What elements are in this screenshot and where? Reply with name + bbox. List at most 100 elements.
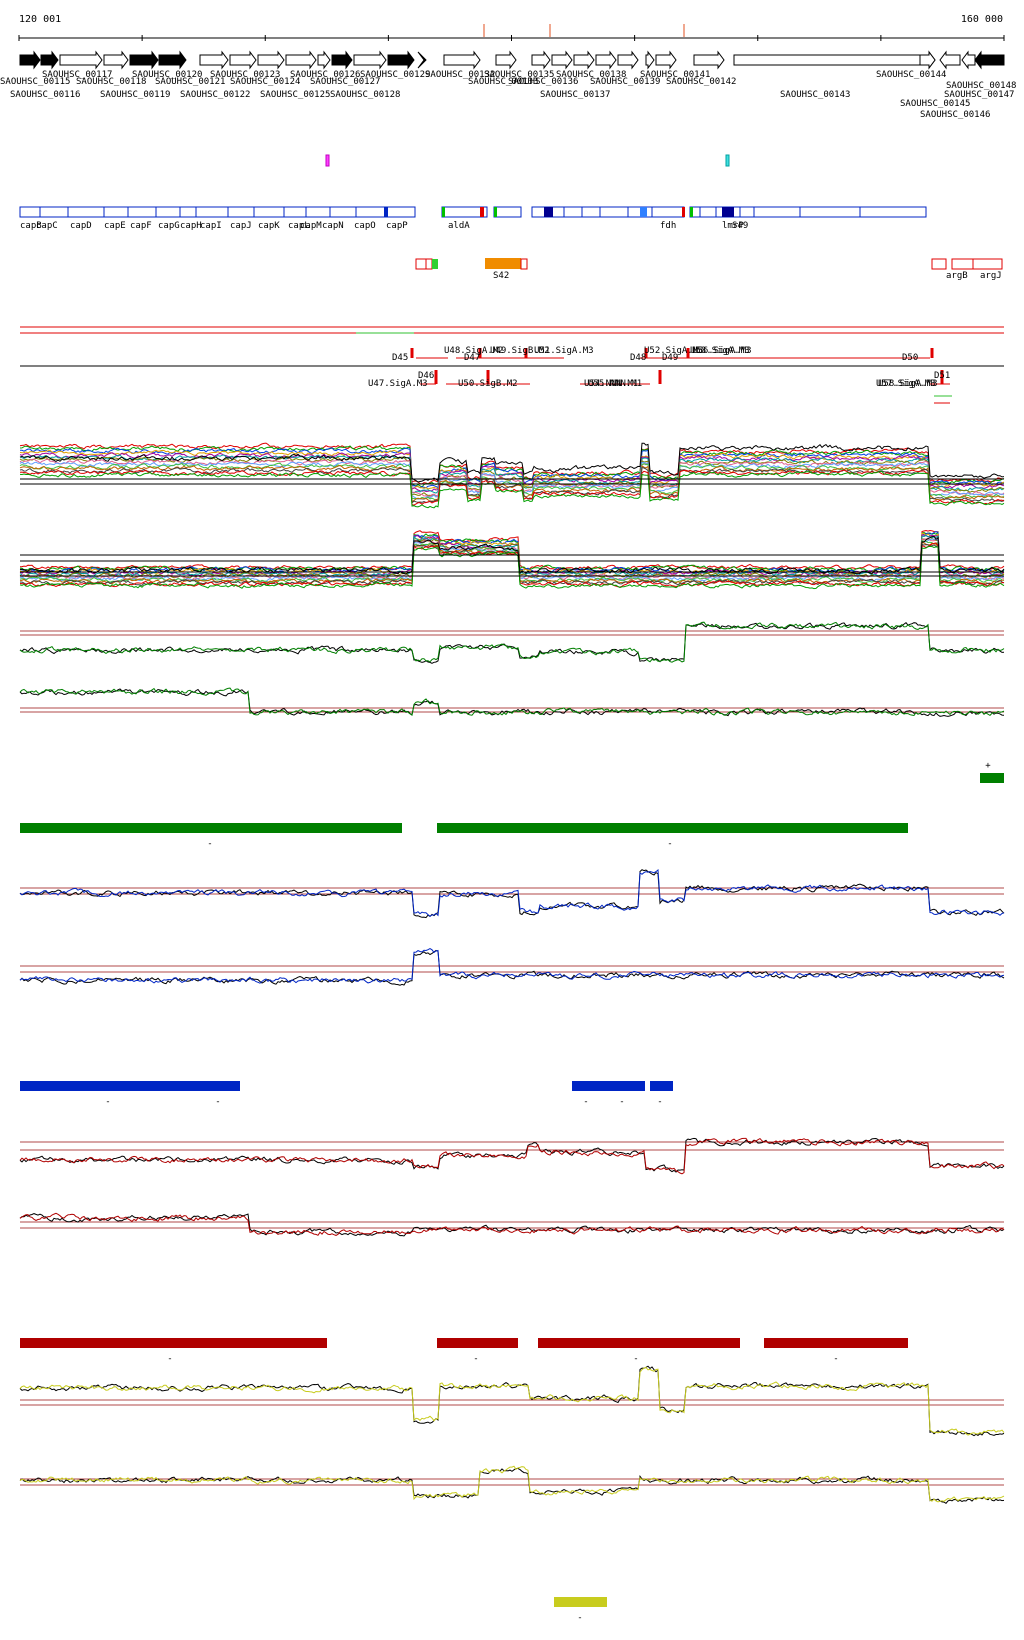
segment-bar-red [764, 1338, 908, 1348]
signal-trace-#0025c4 [19, 948, 1005, 984]
region-label: D51 [934, 371, 950, 381]
segment-sign-label: - [167, 1354, 172, 1364]
annotation-feature [690, 207, 693, 217]
annotation-feature [442, 207, 445, 217]
gene-arrow [257, 50, 285, 70]
condition-trace [19, 471, 1005, 509]
annotation-feature [640, 207, 647, 217]
gene-arrow [19, 50, 41, 70]
segment-bar-red [538, 1338, 740, 1348]
region-label: U57.SigA.M3 [876, 379, 936, 389]
gene-label: SAOUHSC_00142 [666, 77, 736, 87]
signal-trace-black [19, 688, 1005, 717]
region-label: D48 [630, 353, 646, 363]
gene-label: SAOUHSC_00121 [155, 77, 225, 87]
gene-track: SAOUHSC_00115 SAOUHSC_00116 SAOUHSC_00117 S… [0, 50, 1016, 120]
condition-trace [19, 466, 1005, 504]
annotation-box [493, 206, 522, 218]
segment-sign-label: - [577, 1613, 582, 1623]
gene-arrow [40, 50, 59, 70]
gene-arrow [495, 50, 517, 70]
gene-arrow [974, 50, 1005, 70]
gene-label: SAOUHSC_00144 [876, 70, 946, 80]
region-label: D50 [902, 353, 918, 363]
condition-trace [19, 532, 1005, 576]
annotation-label: fdh [660, 221, 676, 231]
gene-arrow [417, 51, 427, 69]
gene-label: SAOUHSC_00117 [42, 70, 112, 80]
annotation2-box [951, 258, 1003, 270]
gene-label: SAOUHSC_00143 [780, 90, 850, 100]
signal-trace-#0025c4 [19, 869, 1005, 917]
feature-mark-magenta [325, 154, 330, 167]
annotation2-label: argB [946, 271, 968, 281]
gene-arrow [645, 50, 655, 70]
annotation-box [531, 206, 685, 218]
gene-arrow [158, 50, 187, 70]
segment-sign-label: - [667, 839, 672, 849]
annotation-label: capN [322, 221, 344, 231]
annotation-label: S49 [732, 221, 748, 231]
segment-bar-red [437, 1338, 518, 1348]
segment-bars: + - - - - - - - - - - - - [20, 761, 1004, 1623]
annotation-box [19, 206, 416, 218]
signal-trace-black [19, 1468, 1005, 1504]
annotation-feature [722, 207, 734, 217]
gene-arrow [317, 50, 331, 70]
condition-trace [19, 538, 1005, 580]
gene-arrow [693, 50, 725, 70]
gene-label: SAOUHSC_00141 [640, 70, 710, 80]
annotation-label: capC [36, 221, 58, 231]
gene-arrow [285, 50, 317, 70]
annotation2-box [931, 258, 947, 270]
gene-label: SAOUHSC_00147 [944, 90, 1014, 100]
segment-bar-green [980, 773, 1004, 783]
segment-bar-blue [572, 1081, 645, 1091]
gene-arrow [531, 50, 551, 70]
gene-label: SAOUHSC_00127 [310, 77, 380, 87]
condition-trace [19, 462, 1005, 502]
region-label: D49 [662, 353, 678, 363]
segment-sign-label: - [473, 1354, 478, 1364]
region-label: D47 [464, 353, 480, 363]
feature-mark-cyan [725, 154, 730, 167]
annotation2-box [415, 258, 433, 270]
annotation2-track: S42 argB argJ [415, 258, 1003, 281]
gene-label: SAOUHSC_00135 [484, 70, 554, 80]
feature-marks [325, 154, 730, 167]
signal-trace-#c8cc1e [19, 1366, 1005, 1436]
condition-trace [19, 545, 1005, 590]
gene-label: SAOUHSC_00124 [230, 77, 300, 87]
gene-label: SAOUHSC_00126 [290, 70, 360, 80]
gene-label: SAOUHSC_00116 [10, 90, 80, 100]
ruler-end-label: 160 000 [961, 14, 1003, 25]
annotation-label: capB [20, 221, 42, 231]
annotation-feature [384, 207, 388, 217]
annotation-label: lmrP [722, 221, 744, 231]
gene-arrow [199, 50, 229, 70]
gene-label: SAOUHSC_00123 [210, 70, 280, 80]
signal-trace-#b00000 [19, 1212, 1005, 1236]
ruler-ticks [18, 24, 1005, 41]
gene-arrow [919, 50, 936, 70]
region-label: U56.SigA.M3 [692, 346, 752, 356]
signal-trace-black [19, 949, 1005, 986]
signal-trace-black [19, 622, 1005, 664]
signal-trace-#c8cc1e [19, 1465, 1005, 1503]
gene-label: SAOUHSC_00115 [0, 77, 70, 87]
region-label: U53.SigA.M3 [690, 346, 750, 356]
region-label: U51.SigA.M3 [534, 346, 594, 356]
annotation-feature [544, 207, 553, 217]
segment-sign-label: - [207, 839, 212, 849]
gene-label: SAOUHSC_00119 [100, 90, 170, 100]
condition-trace [19, 452, 1005, 493]
segment-bar-green [20, 823, 402, 833]
gene-arrow [551, 50, 573, 70]
gene-label: SAOUHSC_00139 [590, 77, 660, 87]
gene-label: SAOUHSC_00145 [900, 99, 970, 109]
gene-arrow [939, 50, 961, 70]
segment-sign-label: + [985, 761, 991, 771]
condition-trace [19, 469, 1005, 506]
condition-trace [19, 442, 1005, 483]
gene-arrow [595, 50, 617, 70]
